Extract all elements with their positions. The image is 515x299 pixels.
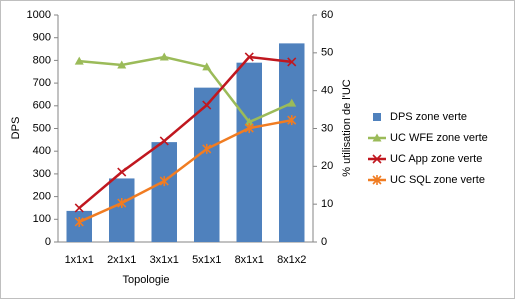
line-marker xyxy=(202,100,212,110)
y2-tick-label: 60 xyxy=(321,9,333,21)
bar xyxy=(151,142,177,242)
x-axis-title: Topologie xyxy=(122,274,169,286)
line-marker xyxy=(287,98,297,107)
y-tick-label: 700 xyxy=(33,77,51,89)
line xyxy=(78,55,292,209)
bar xyxy=(236,62,262,242)
y-tick-label: 800 xyxy=(33,54,51,66)
y2-tick-label: 30 xyxy=(321,122,333,134)
x-tick-label: 5x1x1 xyxy=(192,254,221,266)
line-marker xyxy=(74,56,84,65)
line-marker xyxy=(159,52,169,61)
legend-label: UC WFE zone verte xyxy=(390,132,488,144)
line-marker xyxy=(117,167,127,177)
x-tick-label: 8x1x1 xyxy=(235,254,264,266)
legend-label: DPS zone verte xyxy=(390,111,467,123)
line-marker xyxy=(202,143,212,154)
line-marker xyxy=(202,62,212,71)
line-marker xyxy=(287,115,297,126)
y2-tick-label: 0 xyxy=(321,236,327,248)
line-marker xyxy=(159,176,169,187)
y-tick-label: 200 xyxy=(33,191,51,203)
line xyxy=(79,55,293,124)
legend-marker xyxy=(372,175,382,185)
legend-swatch xyxy=(373,113,381,121)
y-tick-label: 600 xyxy=(33,100,51,112)
y2-axis-title: % utilisation de l'UC xyxy=(341,79,353,177)
y-tick-label: 400 xyxy=(33,145,51,157)
line-marker xyxy=(159,136,169,146)
y-tick-label: 1000 xyxy=(27,9,51,21)
x-tick-label: 2x1x1 xyxy=(107,254,136,266)
x-tick-label: 8x1x2 xyxy=(277,254,306,266)
legend-marker xyxy=(372,154,382,164)
line-marker xyxy=(74,216,84,227)
line-marker xyxy=(117,60,127,69)
y-tick-label: 100 xyxy=(33,213,51,225)
y2-tick-label: 40 xyxy=(321,85,333,97)
y-axis-title: DPS xyxy=(10,117,22,140)
legend-marker xyxy=(372,133,382,142)
line-marker xyxy=(244,123,254,134)
bar xyxy=(279,43,305,242)
x-tick-label: 3x1x1 xyxy=(150,254,179,266)
line-marker xyxy=(74,203,84,213)
y-tick-label: 0 xyxy=(45,236,51,248)
line-marker xyxy=(244,117,254,126)
y2-tick-label: 10 xyxy=(321,198,333,210)
y-tick-label: 500 xyxy=(33,122,51,134)
y-tick-label: 300 xyxy=(33,168,51,180)
y-tick-label: 900 xyxy=(33,32,51,44)
line xyxy=(78,118,292,224)
bar xyxy=(109,178,135,242)
y2-tick-label: 50 xyxy=(321,47,333,59)
legend-label: UC App zone verte xyxy=(390,153,482,165)
line-marker xyxy=(287,57,297,67)
bar xyxy=(194,87,220,242)
x-tick-label: 1x1x1 xyxy=(65,254,94,266)
line-marker xyxy=(244,52,254,62)
y2-tick-label: 20 xyxy=(321,160,333,172)
legend-label: UC SQL zone verte xyxy=(390,174,485,186)
line-marker xyxy=(117,198,127,209)
